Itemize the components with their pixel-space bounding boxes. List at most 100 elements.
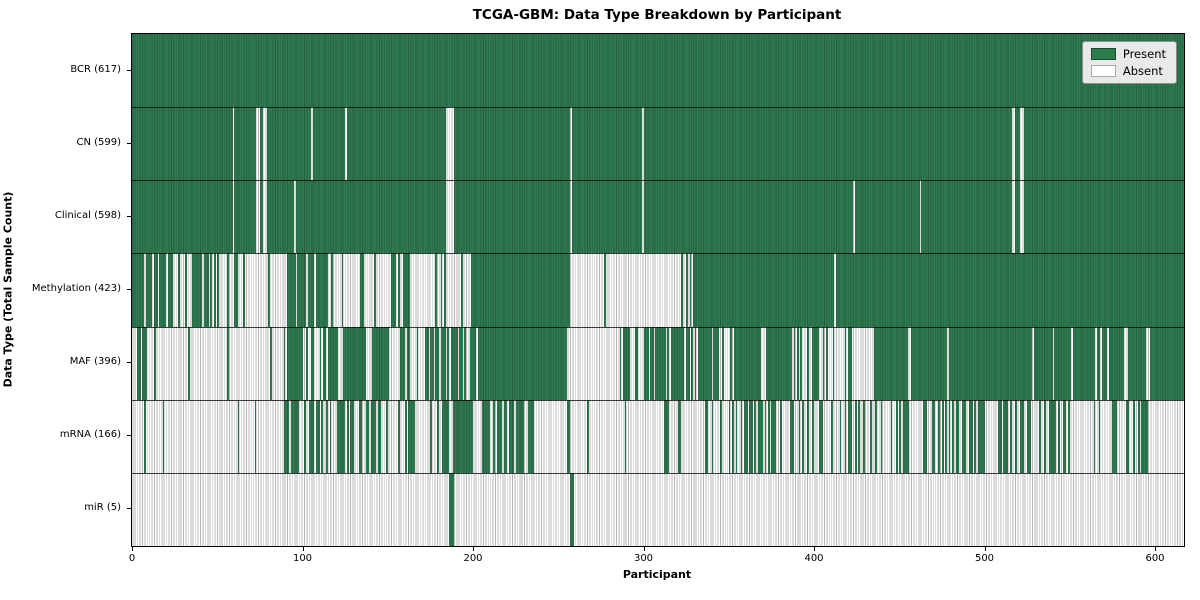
present-bar-run	[902, 399, 910, 473]
plot-area: Present Absent	[131, 33, 1185, 547]
present-bar-run	[694, 253, 835, 327]
present-bar-run	[370, 399, 376, 473]
present-bar-run	[178, 253, 180, 327]
present-bar-run	[836, 253, 1184, 327]
present-bar-run	[854, 399, 857, 473]
present-bar-run	[921, 180, 1012, 254]
y-tick-mark	[127, 435, 131, 437]
present-bar-run	[1023, 180, 1184, 254]
present-bar-run	[287, 326, 303, 400]
row-mir	[132, 472, 1184, 546]
present-bar-run	[403, 253, 410, 327]
present-bar-run	[692, 253, 695, 327]
row-divider	[132, 472, 1184, 474]
present-bar-run	[1102, 326, 1108, 400]
y-tick-label: BCR (617)	[70, 63, 121, 75]
present-bar-run	[334, 326, 339, 400]
present-bar-run	[154, 253, 158, 327]
present-bar-run	[404, 399, 407, 473]
present-bar-run	[854, 180, 920, 254]
present-bar-run	[469, 399, 473, 473]
present-bar-run	[346, 107, 446, 181]
present-bar-run	[969, 399, 973, 473]
present-bar-run	[689, 253, 692, 327]
legend: Present Absent	[1081, 41, 1177, 84]
row-divider	[132, 253, 1184, 255]
present-bar-run	[650, 326, 654, 400]
present-bar-run	[704, 399, 709, 473]
present-bar-run	[858, 399, 861, 473]
present-bar-run	[1057, 399, 1060, 473]
y-tick-label: Clinical (598)	[54, 209, 121, 221]
present-bar-run	[464, 326, 467, 400]
legend-label-present: Present	[1122, 47, 1166, 61]
x-tick-label: 200	[463, 553, 483, 564]
present-bar-run	[713, 326, 719, 400]
present-bar-run	[319, 326, 322, 400]
present-bar-run	[338, 399, 346, 473]
y-tick-mark	[127, 215, 131, 217]
present-bar-run	[331, 253, 334, 327]
x-tick-mark	[643, 547, 645, 551]
present-bar-run	[733, 326, 762, 400]
x-tick-label: 0	[128, 553, 136, 564]
present-bar-run	[430, 326, 434, 400]
present-bar-run	[643, 180, 854, 254]
present-bar-run	[825, 326, 828, 400]
present-bar-run	[1015, 107, 1021, 181]
present-bar-run	[503, 399, 508, 473]
present-bar-run	[880, 399, 883, 473]
present-bar-run	[744, 399, 748, 473]
x-tick-label: 600	[1145, 553, 1165, 564]
present-bar-run	[132, 253, 144, 327]
row-divider	[132, 399, 1184, 401]
present-bar-run	[459, 326, 463, 400]
y-tick-label: mRNA (166)	[59, 429, 121, 441]
present-bar-run	[311, 326, 315, 400]
present-bar-run	[307, 253, 315, 327]
present-bar-run	[875, 399, 878, 473]
present-bar-run	[142, 326, 146, 400]
x-tick-mark	[984, 547, 986, 551]
present-bar-run	[234, 253, 238, 327]
present-bar-run	[962, 399, 966, 473]
present-bar-run	[1132, 399, 1135, 473]
present-bar-run	[266, 107, 312, 181]
x-tick-mark	[1155, 547, 1156, 551]
present-bar-run	[800, 326, 803, 400]
x-tick-mark	[814, 547, 815, 551]
present-bar-run	[1149, 326, 1184, 400]
present-bar-run	[397, 253, 400, 327]
present-bar-run	[1033, 326, 1053, 400]
present-bar-run	[681, 253, 683, 327]
present-bar-run	[1003, 399, 1009, 473]
present-bar-run	[227, 253, 230, 327]
present-bar-run	[283, 326, 286, 400]
present-bar-run	[1044, 399, 1046, 473]
present-bar-run	[798, 399, 801, 473]
present-bar-run	[735, 399, 738, 473]
present-bar-run	[1073, 326, 1096, 400]
present-bar-run	[316, 253, 329, 327]
present-bar-run	[587, 399, 589, 473]
present-bar-run	[203, 253, 209, 327]
present-bar-run	[259, 107, 264, 181]
present-bar-run	[242, 253, 245, 327]
row-divider	[132, 180, 1184, 182]
present-bar-run	[844, 399, 847, 473]
present-bar-run	[766, 326, 792, 400]
present-bar-run	[1039, 399, 1041, 473]
present-bar-run	[377, 399, 381, 473]
present-bar-run	[754, 399, 757, 473]
present-bar-run	[213, 253, 216, 327]
present-bar-run	[304, 399, 306, 473]
present-bar-run	[643, 107, 1012, 181]
present-bar-run	[268, 253, 271, 327]
present-bar-run	[234, 107, 257, 181]
present-bar-run	[623, 326, 630, 400]
present-bar-run	[188, 326, 190, 400]
present-bar-run	[870, 399, 872, 473]
present-bar-run	[461, 253, 463, 327]
present-bar-run	[566, 399, 571, 473]
present-bar-run	[728, 399, 731, 473]
